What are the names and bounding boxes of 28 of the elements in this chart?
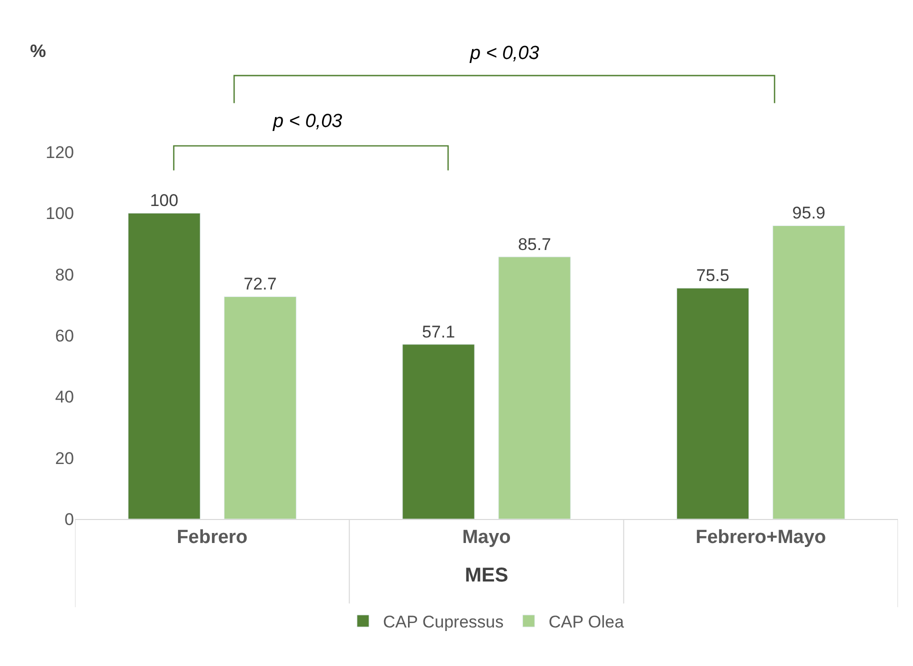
x-axis-title: MES	[464, 564, 508, 586]
legend-label: CAP Cupressus	[383, 612, 504, 632]
legend-label: CAP Olea	[548, 612, 624, 632]
y-tick-label: 60	[55, 326, 74, 346]
x-tick-label: Mayo	[462, 526, 511, 548]
data-label: 75.5	[696, 266, 730, 286]
y-tick-label: 20	[55, 448, 74, 468]
bar	[224, 296, 296, 519]
x-tick-label: Febrero	[176, 526, 248, 548]
x-tick-label: Febrero+Mayo	[696, 526, 826, 548]
data-label: 100	[150, 191, 178, 210]
y-axis-title: %	[30, 41, 46, 61]
y-tick-label: 80	[55, 265, 74, 284]
bar	[676, 288, 750, 519]
data-label: 72.7	[244, 274, 277, 294]
y-tick-label: 100	[46, 204, 74, 224]
y-tick-label: 0	[64, 510, 74, 529]
data-label: 85.7	[518, 234, 552, 254]
data-label: 95.9	[792, 204, 826, 223]
y-tick-label: 40	[55, 388, 74, 407]
data-label: 57.1	[422, 322, 456, 342]
bar	[772, 225, 846, 519]
bar	[402, 344, 475, 519]
bar	[498, 256, 571, 519]
y-tick-label: 120	[46, 142, 74, 162]
text: p < 0,03	[272, 111, 343, 132]
bar	[128, 212, 200, 519]
text: p < 0,03	[469, 43, 540, 64]
